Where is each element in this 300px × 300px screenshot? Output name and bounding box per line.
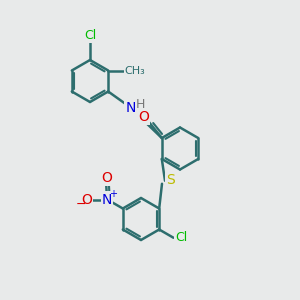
Text: S: S bbox=[166, 173, 175, 187]
Text: +: + bbox=[110, 189, 117, 200]
Text: −: − bbox=[76, 198, 86, 212]
Text: CH₃: CH₃ bbox=[125, 65, 146, 76]
Text: N: N bbox=[102, 193, 112, 206]
Text: Cl: Cl bbox=[84, 29, 96, 42]
Text: H: H bbox=[136, 98, 145, 111]
Text: O: O bbox=[101, 171, 112, 185]
Text: O: O bbox=[81, 193, 92, 206]
Text: O: O bbox=[138, 110, 149, 124]
Text: Cl: Cl bbox=[175, 231, 187, 244]
Text: N: N bbox=[125, 101, 136, 115]
